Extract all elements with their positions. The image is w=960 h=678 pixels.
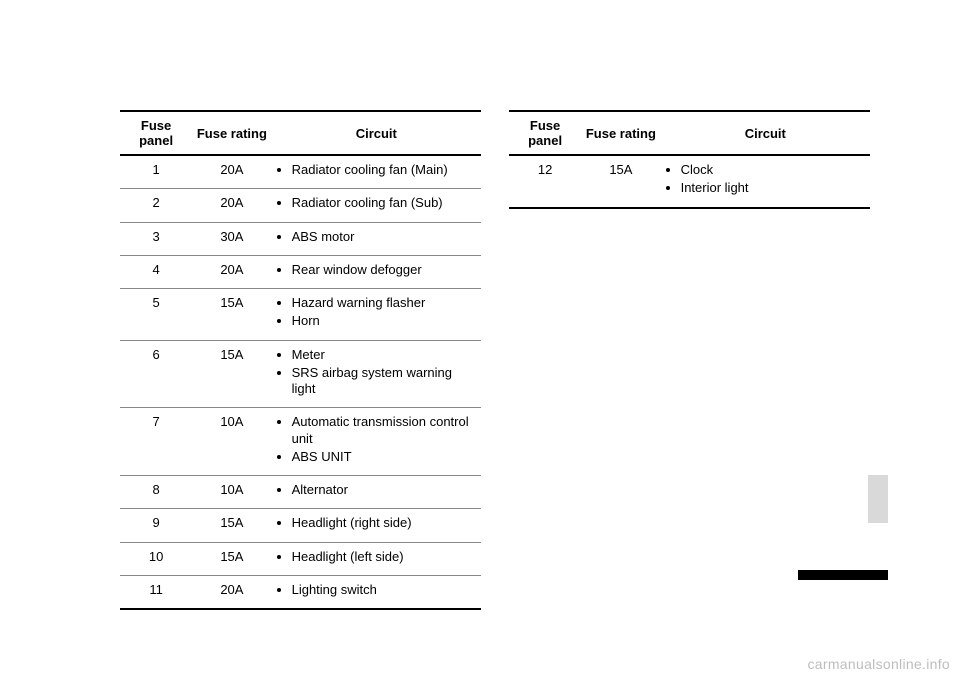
cell-fuse-rating: 20A: [192, 189, 271, 222]
cell-fuse-rating: 20A: [192, 155, 271, 189]
circuit-list: Headlight (left side): [274, 549, 477, 565]
cell-fuse-rating: 20A: [192, 255, 271, 288]
cell-circuit: Rear window defogger: [272, 255, 481, 288]
circuit-item: Automatic transmission control unit: [292, 414, 477, 447]
right-column: Fuse panel Fuse rating Circuit 1215ACloc…: [509, 110, 870, 610]
fuse-table-left-body: 120ARadiator cooling fan (Main)220ARadia…: [120, 155, 481, 609]
fuse-table-right: Fuse panel Fuse rating Circuit 1215ACloc…: [509, 110, 870, 209]
cell-fuse-panel: 12: [509, 155, 581, 208]
circuit-item: Horn: [292, 313, 477, 329]
col-header-circuit: Circuit: [661, 111, 870, 155]
circuit-list: Clock Interior light: [663, 162, 866, 197]
col-header-circuit: Circuit: [272, 111, 481, 155]
page: Fuse panel Fuse rating Circuit 120ARadia…: [0, 0, 960, 678]
cell-circuit: Hazard warning flasher Horn: [272, 289, 481, 341]
cell-circuit: Headlight (right side): [272, 509, 481, 542]
circuit-list: Radiator cooling fan (Main): [274, 162, 477, 178]
circuit-list: Automatic transmission control unit ABS U…: [274, 414, 477, 465]
col-header-rating: Fuse rating: [192, 111, 271, 155]
cell-fuse-panel: 11: [120, 575, 192, 609]
table-row: 1120A Lighting switch: [120, 575, 481, 609]
circuit-item: Rear window defogger: [292, 262, 477, 278]
circuit-list: Lighting switch: [274, 582, 477, 598]
circuit-item: Clock: [681, 162, 866, 178]
cell-fuse-rating: 15A: [192, 289, 271, 341]
circuit-item: Headlight (left side): [292, 549, 477, 565]
table-row: 1015A Headlight (left side): [120, 542, 481, 575]
circuit-item: Hazard warning flasher: [292, 295, 477, 311]
table-row: 330A ABS motor: [120, 222, 481, 255]
cell-fuse-panel: 9: [120, 509, 192, 542]
circuit-item: Headlight (right side): [292, 515, 477, 531]
circuit-item: Radiator cooling fan (Sub): [292, 195, 477, 211]
circuit-item: Interior light: [681, 180, 866, 196]
section-marker-bar: [798, 570, 888, 580]
tables-container: Fuse panel Fuse rating Circuit 120ARadia…: [120, 110, 870, 610]
cell-fuse-rating: 10A: [192, 476, 271, 509]
circuit-list: Hazard warning flasher Horn: [274, 295, 477, 330]
left-column: Fuse panel Fuse rating Circuit 120ARadia…: [120, 110, 481, 610]
cell-fuse-rating: 15A: [192, 542, 271, 575]
cell-circuit: Radiator cooling fan (Main): [272, 155, 481, 189]
cell-fuse-panel: 3: [120, 222, 192, 255]
cell-fuse-rating: 10A: [192, 408, 271, 476]
circuit-list: ABS motor: [274, 229, 477, 245]
col-header-rating: Fuse rating: [581, 111, 660, 155]
cell-circuit: Clock Interior light: [661, 155, 870, 208]
cell-fuse-panel: 1: [120, 155, 192, 189]
circuit-item: ABS motor: [292, 229, 477, 245]
table-row: 515A Hazard warning flasher Horn: [120, 289, 481, 341]
cell-fuse-panel: 10: [120, 542, 192, 575]
cell-circuit: Radiator cooling fan (Sub): [272, 189, 481, 222]
fuse-table-left: Fuse panel Fuse rating Circuit 120ARadia…: [120, 110, 481, 610]
cell-fuse-panel: 8: [120, 476, 192, 509]
table-row: 1215A Clock Interior light: [509, 155, 870, 208]
cell-circuit: Headlight (left side): [272, 542, 481, 575]
cell-fuse-panel: 4: [120, 255, 192, 288]
cell-fuse-panel: 5: [120, 289, 192, 341]
cell-fuse-rating: 20A: [192, 575, 271, 609]
cell-fuse-panel: 2: [120, 189, 192, 222]
table-row: 710AAutomatic transmission control unitA…: [120, 408, 481, 476]
circuit-item: SRS airbag system warning light: [292, 365, 477, 398]
cell-fuse-rating: 15A: [581, 155, 660, 208]
circuit-item: Alternator: [292, 482, 477, 498]
table-header-row: Fuse panel Fuse rating Circuit: [509, 111, 870, 155]
table-row: 810A Alternator: [120, 476, 481, 509]
cell-circuit: Alternator: [272, 476, 481, 509]
circuit-list: Meter SRS airbag system warning light: [274, 347, 477, 398]
cell-circuit: ABS motor: [272, 222, 481, 255]
table-row: 120A Radiator cooling fan (Main): [120, 155, 481, 189]
cell-fuse-rating: 15A: [192, 340, 271, 408]
table-row: 615A Meter SRS airbag system warning light: [120, 340, 481, 408]
side-index-tab: [868, 475, 888, 523]
cell-circuit: Lighting switch: [272, 575, 481, 609]
cell-fuse-rating: 15A: [192, 509, 271, 542]
circuit-item: ABS UNIT: [292, 449, 477, 465]
circuit-list: Alternator: [274, 482, 477, 498]
circuit-item: Radiator cooling fan (Main): [292, 162, 477, 178]
col-header-panel: Fuse panel: [509, 111, 581, 155]
circuit-list: Headlight (right side): [274, 515, 477, 531]
circuit-item: Meter: [292, 347, 477, 363]
table-row: 220A Radiator cooling fan (Sub): [120, 189, 481, 222]
table-header-row: Fuse panel Fuse rating Circuit: [120, 111, 481, 155]
cell-fuse-rating: 30A: [192, 222, 271, 255]
watermark-text: carmanualsonline.info: [808, 656, 951, 672]
table-row: 420A Rear window defogger: [120, 255, 481, 288]
cell-fuse-panel: 7: [120, 408, 192, 476]
cell-circuit: Automatic transmission control unit ABS U…: [272, 408, 481, 476]
cell-circuit: Meter SRS airbag system warning light: [272, 340, 481, 408]
table-row: 915A Headlight (right side): [120, 509, 481, 542]
cell-fuse-panel: 6: [120, 340, 192, 408]
circuit-list: Rear window defogger: [274, 262, 477, 278]
circuit-list: Radiator cooling fan (Sub): [274, 195, 477, 211]
col-header-panel: Fuse panel: [120, 111, 192, 155]
circuit-item: Lighting switch: [292, 582, 477, 598]
fuse-table-right-body: 1215A Clock Interior light: [509, 155, 870, 208]
